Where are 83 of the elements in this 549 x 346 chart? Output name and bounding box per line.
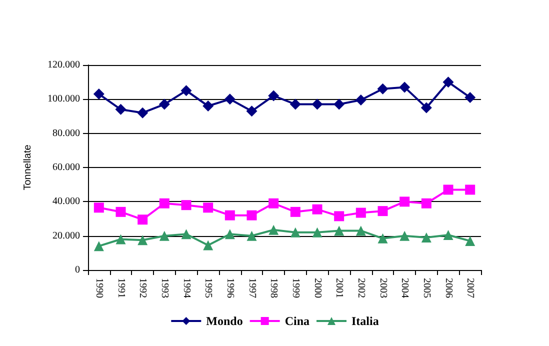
point bbox=[465, 184, 476, 195]
point bbox=[116, 206, 126, 217]
point bbox=[420, 102, 432, 114]
x-tick-label: 1995 bbox=[202, 278, 214, 298]
y-tick-label: 20.000 bbox=[52, 230, 80, 242]
point bbox=[93, 88, 104, 100]
x-tick-label: 1994 bbox=[180, 278, 192, 298]
x-tick-label: 1997 bbox=[246, 278, 258, 298]
point bbox=[399, 82, 410, 93]
point bbox=[290, 227, 300, 238]
x-tick-label: 2007 bbox=[464, 278, 476, 298]
x-tick-label: 2002 bbox=[355, 278, 366, 298]
x-tick-label: 1996 bbox=[224, 278, 236, 298]
legend-label: Cina bbox=[284, 314, 310, 328]
x-tick-label: 1993 bbox=[158, 278, 170, 298]
point bbox=[246, 210, 257, 220]
point bbox=[268, 224, 279, 235]
point bbox=[181, 229, 192, 240]
point bbox=[203, 202, 214, 213]
point bbox=[138, 214, 148, 225]
y-tick-label: 120.000 bbox=[48, 60, 80, 70]
point bbox=[355, 94, 366, 106]
point bbox=[138, 235, 148, 246]
x-tick-label: 1998 bbox=[268, 278, 280, 298]
legend-label: Italia bbox=[352, 314, 379, 328]
point bbox=[181, 200, 192, 210]
point bbox=[465, 236, 476, 246]
point bbox=[158, 98, 170, 110]
point bbox=[400, 230, 410, 241]
y-tick-label: 80.000 bbox=[52, 128, 80, 139]
point bbox=[159, 198, 170, 208]
point bbox=[442, 76, 454, 88]
point bbox=[116, 234, 126, 244]
point bbox=[94, 241, 104, 252]
point bbox=[290, 206, 300, 217]
point bbox=[246, 230, 257, 241]
x-tick-label: 2001 bbox=[334, 278, 345, 298]
x-tick-label: 1990 bbox=[93, 278, 104, 298]
x-tick-label: 1991 bbox=[115, 278, 126, 298]
point bbox=[356, 226, 366, 236]
x-tick-label: 2003 bbox=[377, 278, 388, 298]
point bbox=[137, 107, 148, 118]
y-tick-label: 60.000 bbox=[52, 162, 80, 173]
point bbox=[202, 100, 214, 112]
x-tick-label: 2000 bbox=[312, 278, 323, 298]
point bbox=[334, 211, 344, 222]
point bbox=[312, 98, 323, 110]
point bbox=[312, 204, 322, 214]
point bbox=[421, 232, 432, 243]
point bbox=[464, 92, 476, 103]
point bbox=[443, 230, 454, 240]
point bbox=[180, 85, 192, 96]
point bbox=[356, 208, 366, 218]
point bbox=[159, 230, 170, 241]
legend-label: Mondo bbox=[206, 314, 243, 328]
x-tick-label: 2006 bbox=[442, 278, 454, 298]
point bbox=[224, 94, 236, 105]
point bbox=[377, 83, 388, 94]
x-tick-label: 2005 bbox=[420, 278, 432, 298]
point bbox=[290, 98, 301, 110]
point bbox=[246, 106, 258, 117]
point bbox=[378, 206, 388, 216]
point bbox=[203, 240, 214, 250]
x-tick-label: 1999 bbox=[290, 278, 301, 298]
x-tick-label: 1992 bbox=[137, 278, 148, 298]
point bbox=[312, 227, 322, 238]
point bbox=[268, 198, 279, 208]
point bbox=[378, 233, 388, 244]
y-tick-label: 0 bbox=[75, 264, 80, 276]
y-axis-title: Tonnellate bbox=[22, 144, 34, 190]
point bbox=[268, 90, 280, 102]
point bbox=[115, 104, 126, 115]
point bbox=[334, 226, 344, 236]
point bbox=[94, 202, 104, 213]
point bbox=[421, 198, 432, 208]
y-tick-label: 40.000 bbox=[52, 196, 80, 208]
point bbox=[224, 210, 235, 220]
point bbox=[334, 98, 345, 110]
x-tick-label: 2004 bbox=[399, 278, 410, 298]
point bbox=[400, 196, 410, 207]
point bbox=[224, 229, 235, 240]
point bbox=[443, 184, 454, 195]
y-tick-label: 100.000 bbox=[48, 94, 80, 105]
